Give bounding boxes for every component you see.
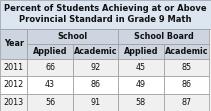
Bar bbox=[164, 59, 209, 76]
Text: 49: 49 bbox=[136, 80, 146, 89]
Bar bbox=[118, 59, 164, 76]
Bar bbox=[0, 0, 211, 29]
Bar bbox=[0, 59, 27, 76]
Text: 45: 45 bbox=[136, 63, 146, 72]
Bar bbox=[27, 29, 118, 44]
Bar bbox=[27, 76, 73, 94]
Text: School: School bbox=[58, 32, 88, 41]
Text: 56: 56 bbox=[45, 98, 55, 107]
Bar bbox=[118, 76, 164, 94]
Bar bbox=[118, 94, 164, 111]
Bar bbox=[118, 44, 164, 59]
Text: Applied: Applied bbox=[33, 47, 67, 56]
Text: 91: 91 bbox=[91, 98, 100, 107]
Text: Year: Year bbox=[4, 39, 24, 48]
Bar bbox=[27, 94, 73, 111]
Bar bbox=[73, 59, 118, 76]
Text: 43: 43 bbox=[45, 80, 55, 89]
Text: 2013: 2013 bbox=[4, 98, 24, 107]
Bar bbox=[27, 44, 73, 59]
Text: 86: 86 bbox=[181, 80, 191, 89]
Bar bbox=[118, 29, 209, 44]
Bar bbox=[164, 44, 209, 59]
Text: School Board: School Board bbox=[134, 32, 193, 41]
Bar bbox=[164, 76, 209, 94]
Text: 86: 86 bbox=[91, 80, 100, 89]
Bar bbox=[27, 59, 73, 76]
Bar bbox=[0, 94, 27, 111]
Text: Applied: Applied bbox=[124, 47, 158, 56]
Text: 85: 85 bbox=[181, 63, 191, 72]
Bar bbox=[0, 29, 27, 59]
Text: Percent of Students Achieving at or Above
Provincial Standard in Grade 9 Math: Percent of Students Achieving at or Abov… bbox=[4, 4, 207, 25]
Text: Academic: Academic bbox=[164, 47, 208, 56]
Bar bbox=[0, 76, 27, 94]
Bar bbox=[164, 94, 209, 111]
Text: 87: 87 bbox=[181, 98, 191, 107]
Text: 58: 58 bbox=[136, 98, 146, 107]
Text: 66: 66 bbox=[45, 63, 55, 72]
Text: 2011: 2011 bbox=[4, 63, 24, 72]
Bar bbox=[73, 94, 118, 111]
Text: Academic: Academic bbox=[74, 47, 117, 56]
Text: 92: 92 bbox=[90, 63, 101, 72]
Bar bbox=[73, 44, 118, 59]
Text: 2012: 2012 bbox=[4, 80, 24, 89]
Bar bbox=[73, 76, 118, 94]
